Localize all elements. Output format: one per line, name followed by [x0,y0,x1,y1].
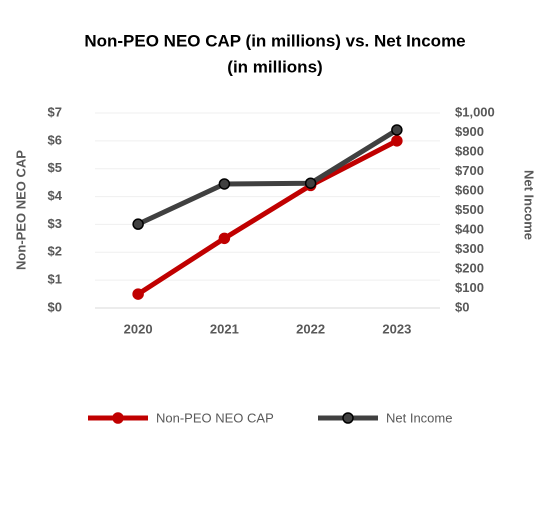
y-tick-label: $0 [48,299,62,314]
data-point [304,177,317,189]
chart-title: (in millions) [227,57,322,76]
legend-label: Net Income [386,410,452,425]
x-tick-label: 2020 [124,321,153,336]
y-tick-label: $4 [48,188,63,203]
x-tick-label: 2023 [382,321,411,336]
legend-marker [112,412,124,424]
series-line [136,138,399,297]
legend-label: Non-PEO NEO CAP [156,410,274,425]
y-tick-label: $7 [48,104,62,119]
data-point [218,178,231,190]
y-axis-label: Non-PEO NEO CAP [13,150,28,270]
data-point [218,232,231,245]
legend-marker [342,412,354,424]
y2-tick-label: $100 [455,280,484,295]
y2-tick-label: $800 [455,143,484,158]
y-tick-label: $6 [48,132,62,147]
data-point [132,218,144,230]
y-tick-label: $3 [48,216,62,231]
y2-tick-label: $500 [455,202,484,217]
data-point [391,135,403,147]
y2-tick-label: $600 [455,182,484,197]
series-line [137,127,399,227]
y2-tick-label: $0 [455,299,469,314]
y2-tick-label: $700 [455,163,484,178]
x-tick-label: 2022 [296,321,325,336]
data-point [391,124,403,136]
y2-axis-label: Net Income [522,170,537,240]
y-tick-label: $5 [48,160,62,175]
x-tick-label: 2021 [210,321,239,336]
y2-tick-label: $200 [455,260,484,275]
y2-tick-label: $900 [455,124,484,139]
y2-tick-label: $300 [455,241,484,256]
chart-title: Non-PEO NEO CAP (in millions) vs. Net In… [84,31,465,50]
y2-tick-label: $1,000 [455,104,495,119]
y-tick-label: $2 [48,244,62,259]
y2-tick-label: $400 [455,221,484,236]
y-tick-label: $1 [48,272,62,287]
data-point [132,288,144,300]
